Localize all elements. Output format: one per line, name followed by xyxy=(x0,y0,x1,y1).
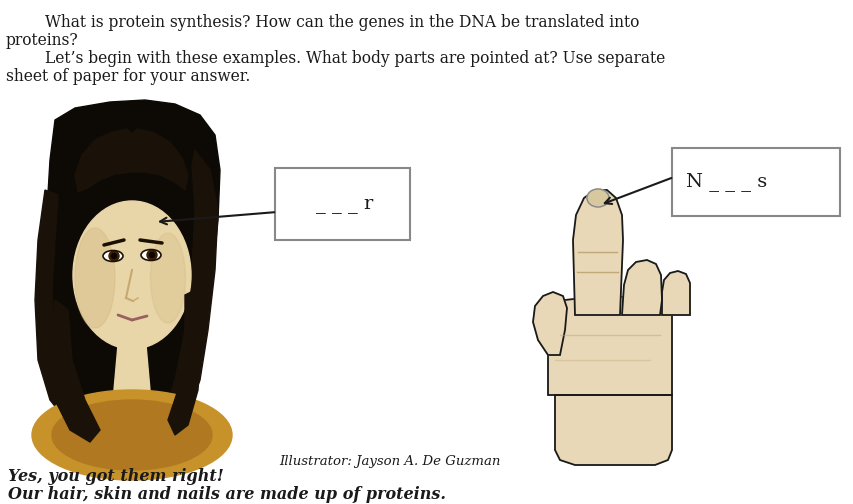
Polygon shape xyxy=(35,190,90,430)
Circle shape xyxy=(109,251,119,261)
Polygon shape xyxy=(532,292,566,355)
Polygon shape xyxy=(50,300,100,442)
Polygon shape xyxy=(572,190,623,315)
Polygon shape xyxy=(45,100,220,432)
Polygon shape xyxy=(75,128,188,192)
Text: What is protein synthesis? How can the genes in the DNA be translated into: What is protein synthesis? How can the g… xyxy=(6,14,639,31)
Polygon shape xyxy=(661,271,689,315)
Ellipse shape xyxy=(75,228,115,328)
FancyBboxPatch shape xyxy=(275,168,409,240)
Ellipse shape xyxy=(103,250,123,262)
FancyBboxPatch shape xyxy=(671,148,839,216)
Polygon shape xyxy=(554,395,671,465)
Ellipse shape xyxy=(586,189,608,207)
Ellipse shape xyxy=(141,249,161,261)
Polygon shape xyxy=(113,345,150,390)
Polygon shape xyxy=(165,150,218,425)
Text: _ _ _ r: _ _ _ r xyxy=(316,195,373,213)
Ellipse shape xyxy=(52,400,212,470)
Circle shape xyxy=(147,250,157,260)
Text: proteins?: proteins? xyxy=(6,32,78,49)
Polygon shape xyxy=(621,260,661,315)
Text: Yes, you got them right!: Yes, you got them right! xyxy=(8,468,223,485)
Text: Our hair, skin and nails are made up of proteins.: Our hair, skin and nails are made up of … xyxy=(8,486,445,503)
Polygon shape xyxy=(128,120,136,132)
Text: N _ _ _ s: N _ _ _ s xyxy=(685,172,766,192)
Text: Illustrator: Jayson A. De Guzman: Illustrator: Jayson A. De Guzman xyxy=(279,455,500,468)
Ellipse shape xyxy=(150,233,185,323)
Ellipse shape xyxy=(32,390,232,480)
Circle shape xyxy=(149,253,154,258)
Text: Let’s begin with these examples. What body parts are pointed at? Use separate: Let’s begin with these examples. What bo… xyxy=(6,50,664,67)
Polygon shape xyxy=(168,290,200,435)
Text: sheet of paper for your answer.: sheet of paper for your answer. xyxy=(6,68,250,85)
Circle shape xyxy=(112,254,116,259)
Polygon shape xyxy=(548,296,671,395)
Ellipse shape xyxy=(73,201,191,349)
